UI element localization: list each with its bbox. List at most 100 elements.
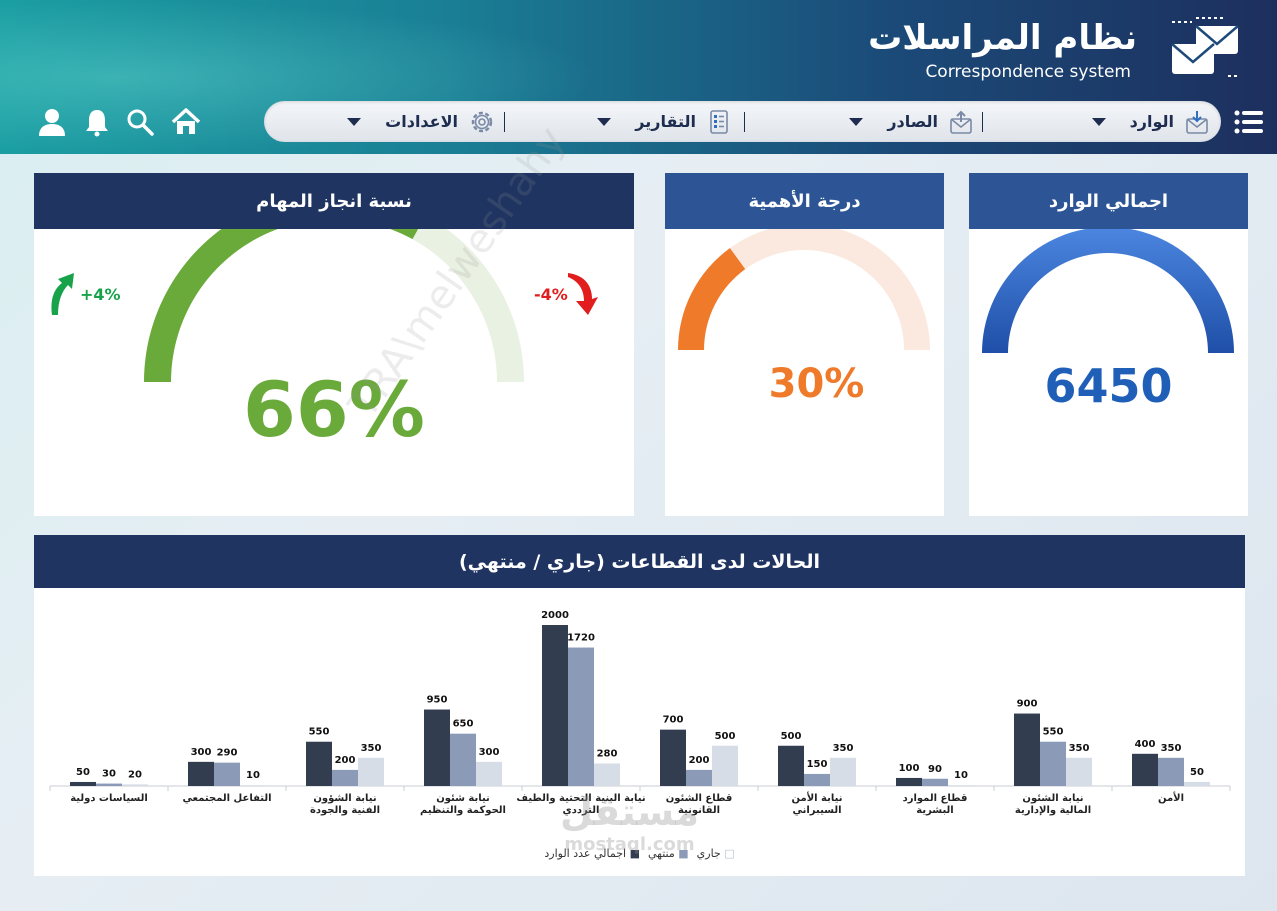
data-label: 350 bbox=[1161, 743, 1182, 754]
completion-gauge bbox=[144, 229, 524, 382]
data-label: 500 bbox=[715, 731, 736, 742]
data-label: 550 bbox=[309, 727, 330, 738]
bar bbox=[948, 785, 974, 786]
data-label: 650 bbox=[453, 719, 474, 730]
category-label: الأمن bbox=[1158, 791, 1184, 804]
completion-card: نسبة انجاز المهام 66% +4% -4% bbox=[34, 173, 634, 516]
bar bbox=[96, 783, 122, 786]
trend-up-value: +4% bbox=[80, 285, 121, 304]
category-label: نيابة الشؤون bbox=[313, 793, 376, 804]
data-label: 280 bbox=[597, 748, 618, 759]
chevron-down-icon bbox=[1091, 117, 1106, 126]
bar bbox=[1132, 753, 1158, 786]
nav-outgoing-label: الصادر bbox=[887, 112, 938, 131]
gear-icon bbox=[471, 111, 493, 132]
bar bbox=[214, 762, 240, 786]
legend-item: ■ منتهي bbox=[647, 847, 689, 860]
app-title-english: Correspondence system bbox=[925, 62, 1131, 82]
category-label: قطاع الموارد bbox=[903, 793, 968, 804]
bar bbox=[122, 784, 148, 786]
bar bbox=[70, 781, 96, 786]
category-label: القانونية bbox=[678, 805, 720, 816]
nav-settings-label: الاعدادات bbox=[385, 112, 458, 131]
total-incoming-card: اجمالي الوارد 6450 bbox=[969, 173, 1248, 516]
total-incoming-value: 6450 bbox=[1044, 359, 1173, 413]
bar bbox=[830, 757, 856, 786]
importance-card: درجة الأهمية 30% bbox=[665, 173, 944, 516]
category-label: نيابة البنية التحتية والطيف bbox=[516, 793, 645, 804]
bar bbox=[476, 761, 502, 786]
bar bbox=[358, 757, 384, 786]
data-label: 10 bbox=[246, 770, 260, 781]
data-label: 20 bbox=[128, 769, 142, 780]
chart-title: الحالات لدى القطاعات (جاري / منتهي) bbox=[34, 535, 1245, 588]
data-label: 200 bbox=[689, 755, 710, 766]
nav-reports[interactable]: التقارير bbox=[562, 101, 732, 142]
importance-value: 30% bbox=[768, 361, 865, 407]
bar bbox=[712, 745, 738, 786]
category-label: السيبراني bbox=[792, 805, 841, 816]
sectors-bar-chart: 400 350 50 الأمن 900 550 350 نيابة الشئونالمالي… bbox=[49, 610, 1231, 816]
bar bbox=[424, 709, 450, 786]
nav-divider bbox=[744, 112, 745, 132]
data-label: 300 bbox=[191, 747, 212, 758]
completion-gauge-fill bbox=[144, 229, 419, 382]
bar bbox=[568, 647, 594, 786]
bar bbox=[450, 733, 476, 786]
app-title-arabic: نظام المراسلات bbox=[868, 18, 1137, 58]
legend-item: □ جاري bbox=[696, 847, 735, 860]
data-label: 550 bbox=[1043, 727, 1064, 738]
chart-legend: □ جاري ■ منتهي ■ اجمالي عدد الوارد bbox=[34, 847, 1245, 860]
bar bbox=[594, 763, 620, 786]
bar bbox=[188, 761, 214, 786]
app-header: نظام المراسلات Correspondence system الو… bbox=[0, 0, 1277, 154]
data-label: 900 bbox=[1017, 699, 1038, 710]
completion-value: 66% bbox=[243, 365, 425, 454]
bar bbox=[240, 785, 266, 786]
data-label: 50 bbox=[1190, 767, 1204, 778]
category-label: نيابة الأمن bbox=[792, 791, 843, 804]
sectors-chart-card: الحالات لدى القطاعات (جاري / منتهي) 400 3… bbox=[34, 535, 1245, 876]
data-label: 2000 bbox=[541, 610, 569, 621]
chevron-down-icon bbox=[597, 117, 612, 126]
data-label: 700 bbox=[663, 715, 684, 726]
nav-divider bbox=[504, 112, 505, 132]
bar bbox=[922, 778, 948, 786]
bar bbox=[1040, 741, 1066, 786]
total-incoming-gauge-fill bbox=[982, 229, 1234, 353]
menu-icon[interactable] bbox=[1234, 110, 1264, 134]
importance-gauge-track bbox=[678, 229, 930, 350]
envelope-logo-icon bbox=[1171, 17, 1239, 77]
bar bbox=[896, 777, 922, 786]
nav-incoming[interactable]: الوارد bbox=[1040, 101, 1210, 142]
bar bbox=[542, 625, 568, 786]
category-label: السياسات دولية bbox=[70, 793, 148, 804]
category-label: المالية والإدارية bbox=[1015, 805, 1091, 816]
data-label: 350 bbox=[833, 743, 854, 754]
nav-outgoing[interactable]: الصادر bbox=[804, 101, 974, 142]
data-label: 350 bbox=[1069, 743, 1090, 754]
nav-settings[interactable]: الاعدادات bbox=[320, 101, 496, 142]
bar bbox=[332, 769, 358, 786]
bell-icon[interactable] bbox=[82, 107, 112, 137]
search-icon[interactable] bbox=[125, 107, 155, 137]
importance-gauge bbox=[678, 229, 930, 350]
inbox-icon bbox=[1186, 110, 1208, 134]
home-icon[interactable] bbox=[171, 107, 201, 137]
category-label: نيابة شئون bbox=[436, 793, 490, 804]
data-label: 400 bbox=[1135, 739, 1156, 750]
category-label: الحوكمة والتنظيم bbox=[420, 805, 506, 816]
bar bbox=[306, 741, 332, 786]
category-label: التفاعل المجتمعي bbox=[182, 793, 271, 804]
category-label: الفنية والجودة bbox=[310, 805, 380, 816]
category-label: البشرية bbox=[916, 805, 953, 816]
user-icon[interactable] bbox=[37, 107, 67, 137]
legend-item: ■ اجمالي عدد الوارد bbox=[544, 847, 640, 860]
data-label: 500 bbox=[781, 731, 802, 742]
importance-title: درجة الأهمية bbox=[665, 173, 944, 229]
data-label: 950 bbox=[427, 695, 448, 706]
data-label: 100 bbox=[899, 763, 920, 774]
bar bbox=[804, 773, 830, 786]
data-label: 150 bbox=[807, 759, 828, 770]
main-nav-bar: الوارد الصادر التقارير bbox=[264, 101, 1221, 142]
